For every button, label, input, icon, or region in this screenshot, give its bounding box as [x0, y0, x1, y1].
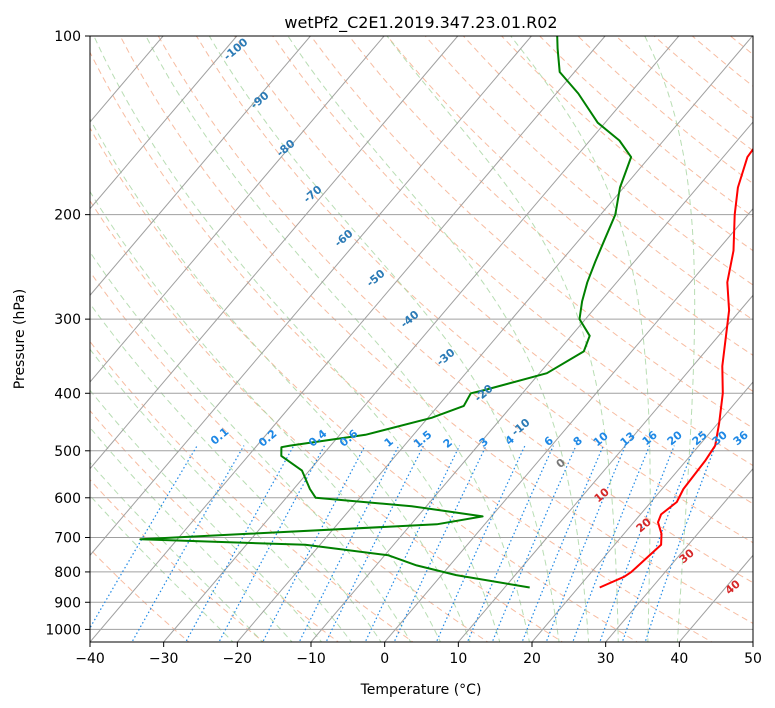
isotherm-line	[90, 36, 385, 383]
isotherm-line	[90, 36, 532, 557]
x-tick-label: 50	[744, 651, 762, 667]
x-tick-label: 40	[670, 651, 688, 667]
mixing-ratio-line	[393, 445, 487, 642]
dry-adiabat	[234, 36, 753, 505]
isotherm-line	[90, 36, 311, 297]
x-tick-label: −40	[75, 651, 105, 667]
y-tick-label: 300	[54, 312, 81, 328]
x-tick-label: 0	[380, 651, 389, 667]
y-tick-label: 800	[54, 565, 81, 581]
plot-frame	[89, 35, 754, 643]
y-tick-label: 600	[54, 491, 81, 507]
dry-adiabat	[424, 36, 753, 321]
x-tick-label: −20	[223, 651, 253, 667]
mixing-ratio-line	[364, 445, 461, 642]
dry-adiabat	[90, 199, 564, 642]
dry-adiabat	[195, 36, 753, 544]
x-tick-label: 10	[449, 651, 467, 667]
isotherm-line	[90, 36, 238, 210]
moist-adiabat	[90, 426, 293, 642]
dewpoint-profile-line	[139, 36, 633, 589]
x-axis-label: Temperature (°C)	[360, 682, 482, 698]
mixing-ratio-line	[131, 445, 245, 642]
isotherm-line	[163, 36, 680, 642]
x-tick-label: 20	[523, 651, 541, 667]
x-tick-label: −10	[296, 651, 326, 667]
dry-adiabat	[90, 127, 638, 642]
y-tick-label: 700	[54, 531, 81, 547]
isotherm-line	[90, 36, 459, 470]
isotherm-line	[457, 294, 753, 642]
x-tick-label: −30	[149, 651, 179, 667]
isotherm-line	[531, 381, 753, 642]
mixing-ratio-line	[545, 445, 626, 642]
chart-title: wetPf2_C2E1.2019.347.23.01.R02	[284, 13, 557, 33]
y-axis-label: Pressure (hPa)	[12, 289, 28, 389]
mixing-ratio-line	[90, 445, 198, 630]
y-tick-label: 200	[54, 208, 81, 224]
mixing-ratio-line	[262, 445, 366, 642]
tick-layer: −40 −30 −20 −10 0 10 20 30 40 50 100 200 300 400 500 60…	[45, 29, 762, 667]
dry-adiabat	[463, 36, 753, 286]
y-tick-label: 100	[54, 29, 81, 45]
grid-layer	[90, 36, 753, 642]
temperature-profile-line	[599, 147, 753, 589]
isotherm-line	[605, 467, 753, 642]
mixing-ratio-line	[644, 445, 716, 642]
isotherm-line	[236, 36, 753, 642]
moist-adiabat	[90, 251, 412, 642]
mixing-ratio-line	[572, 445, 651, 642]
data-layer	[139, 36, 753, 589]
y-tick-label: 400	[54, 386, 81, 402]
dry-adiabat	[157, 36, 753, 584]
y-tick-label: 1000	[45, 622, 81, 638]
moist-adiabat	[90, 190, 441, 642]
isotherm-line	[310, 121, 753, 642]
y-tick-label: 900	[54, 595, 81, 611]
x-tick-label: 30	[597, 651, 615, 667]
y-tick-label: 500	[54, 444, 81, 460]
isotherm-line	[384, 207, 753, 642]
mixing-ratio-line	[435, 445, 526, 642]
dry-adiabat	[386, 36, 753, 356]
